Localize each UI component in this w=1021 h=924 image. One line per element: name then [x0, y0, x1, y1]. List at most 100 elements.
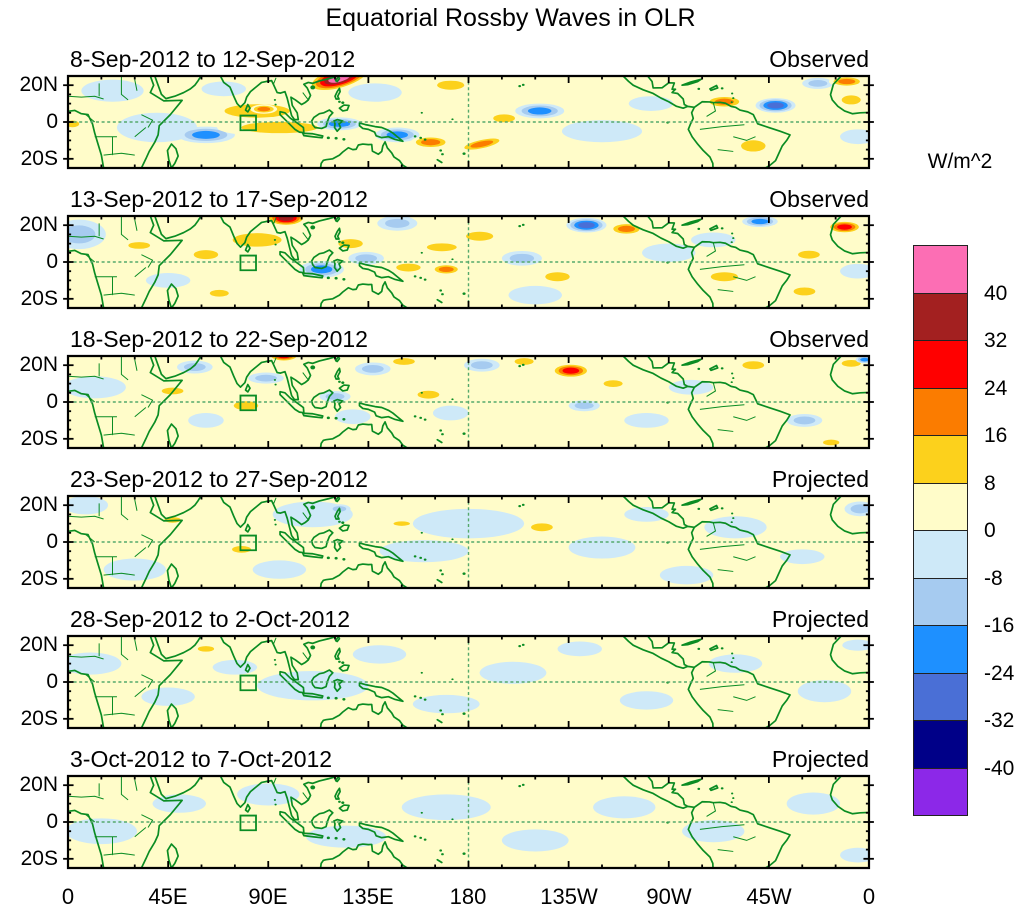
y-tick-label-0: 0 [46, 530, 58, 553]
colorbar-segment [913, 767, 968, 816]
panel-date-range: 8-Sep-2012 to 12-Sep-2012 [70, 46, 356, 72]
y-tick-label-20s: 20S [20, 567, 58, 590]
anomaly-blob [508, 285, 562, 305]
anomaly-blob [710, 272, 738, 282]
colorbar-tick-label: -40 [984, 756, 1015, 780]
anomaly-blob [412, 508, 525, 539]
x-axis: 0 45E 90E 135E 180 135W 90W 45W 0 [0, 884, 1021, 914]
panel-frame [68, 636, 869, 728]
target-region-box [240, 116, 256, 131]
anomaly-blob [531, 523, 553, 532]
y-tick-label-20n: 20N [19, 493, 58, 516]
map-plot [68, 216, 869, 308]
anomaly-blob [514, 358, 534, 365]
panel-frame [68, 496, 869, 588]
anomaly-blob [348, 83, 402, 102]
anomaly-blob [780, 549, 825, 565]
anomaly-blob [742, 361, 765, 370]
colorbar-segment [913, 245, 968, 294]
anomaly-blob [545, 272, 570, 282]
anomaly-blob [659, 565, 714, 585]
anomaly-blob [838, 78, 856, 85]
anomaly-blob [714, 98, 734, 105]
map-plot [68, 356, 869, 448]
anomaly-blob [68, 818, 137, 845]
anomaly-blob [68, 225, 96, 244]
anomaly-blob [396, 263, 421, 272]
anomaly-blob [466, 231, 494, 241]
colorbar-segment [913, 530, 968, 579]
map-panel-1: 8-Sep-2012 to 12-Sep-2012 Observed 20N 0… [0, 46, 1021, 170]
panel-source-tag: Observed [769, 46, 869, 72]
colorbar-tick-label: 16 [984, 424, 1008, 447]
colorbar-tick-label: 0 [984, 519, 996, 542]
colorbar [913, 245, 968, 816]
anomaly-blob [708, 654, 763, 673]
map-panel-2: 13-Sep-2012 to 17-Sep-2012 Observed 20N … [0, 186, 1021, 310]
anomaly-blob [841, 359, 861, 367]
x-tick-label: 45W [746, 884, 792, 909]
x-tick-label: 0 [61, 884, 75, 909]
anomaly-blob [568, 536, 636, 559]
x-tick-label: 90E [248, 884, 288, 909]
anomaly-blob [257, 106, 271, 112]
panel-date-range: 3-Oct-2012 to 7-Oct-2012 [70, 746, 333, 772]
anomaly-blob [840, 129, 869, 145]
map-plot [68, 496, 869, 588]
y-tick-label-20n: 20N [19, 633, 58, 656]
anomaly-blob [501, 829, 569, 852]
colorbar-tick-label: 24 [984, 376, 1008, 400]
anomaly-blob [837, 224, 852, 230]
anomaly-blob [141, 687, 195, 706]
anomaly-blob [527, 107, 552, 115]
anomaly-blob [68, 376, 126, 399]
anomaly-blob [509, 253, 535, 263]
anomaly-blob [393, 521, 410, 526]
anomaly-blob [385, 218, 410, 228]
map-plot [68, 636, 869, 728]
panel-frame [68, 216, 869, 308]
anomaly-blob [617, 225, 636, 232]
colorbar-segment [913, 435, 968, 484]
anomaly-blob [557, 641, 602, 657]
anomaly-blob [128, 242, 151, 249]
anomaly-blob [401, 794, 491, 821]
colorbar-segment [913, 482, 968, 531]
anomaly-blob [562, 367, 580, 374]
anomaly-blob [493, 114, 515, 123]
anomaly-blob [603, 380, 623, 387]
anomaly-blob [188, 413, 224, 428]
panel-source-tag: Projected [771, 466, 869, 492]
y-tick-label-20s: 20S [20, 147, 58, 170]
colorbar-segment [913, 340, 968, 389]
anomaly-blob [561, 120, 643, 143]
anomaly-blob [850, 504, 869, 514]
anomaly-blob [767, 102, 784, 109]
colorbar-tick-label: -8 [984, 566, 1003, 590]
anomaly-blob [751, 218, 769, 225]
x-tick-label: 45E [148, 884, 188, 909]
colorbar-segment [913, 292, 968, 341]
y-tick-label-20s: 20S [20, 707, 58, 730]
y-tick-label-0: 0 [46, 670, 58, 693]
colorbar-segment [913, 625, 968, 674]
anomaly-blob [193, 250, 219, 260]
anomaly-blob [421, 139, 441, 146]
panel-date-range: 13-Sep-2012 to 17-Sep-2012 [70, 186, 368, 212]
target-region-box [240, 256, 256, 271]
anomaly-blob [797, 680, 852, 703]
colorbar-tick-label: 8 [984, 471, 996, 495]
target-region-box [240, 396, 256, 411]
anomaly-blob [417, 390, 440, 399]
panel-source-tag: Observed [769, 326, 869, 352]
colorbar-segment [913, 720, 968, 769]
map-panel-5: 28-Sep-2012 to 2-Oct-2012 Projected 20N … [0, 606, 1021, 730]
y-tick-label-20n: 20N [19, 353, 58, 376]
anomaly-blob [352, 645, 407, 664]
anomaly-blob [241, 121, 318, 134]
anomaly-blob [432, 405, 469, 421]
panel-source-tag: Projected [771, 606, 869, 632]
anomaly-blob [335, 409, 371, 425]
y-tick-label-20s: 20S [20, 287, 58, 310]
